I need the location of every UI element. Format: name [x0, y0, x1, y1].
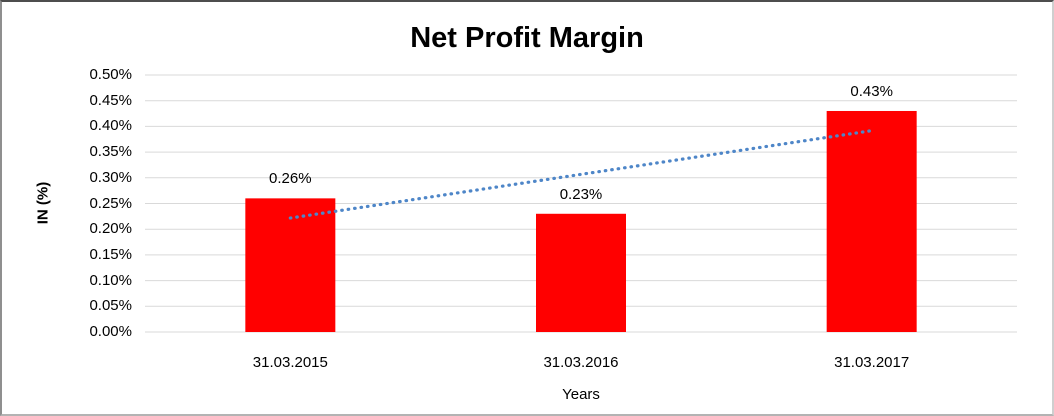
bar [536, 213, 626, 332]
y-tick-label: 0.00% [89, 323, 132, 340]
y-tick-label: 0.35% [89, 143, 132, 161]
y-tick-label: 0.10% [89, 271, 132, 289]
x-tick-label: 31.03.2016 [543, 354, 619, 371]
y-tick-label: 0.50% [89, 66, 132, 83]
bar [826, 110, 917, 332]
chart-title: Net Profit Margin [410, 22, 644, 54]
trendline [288, 129, 874, 220]
x-tick-label: 31.03.2015 [252, 354, 328, 371]
bar-value-label: 0.43% [850, 82, 893, 100]
y-tick-label: 0.30% [89, 168, 132, 186]
y-tick-label: 0.40% [89, 117, 132, 135]
bar-value-label: 0.26% [269, 170, 312, 188]
y-tick-label: 0.45% [89, 91, 132, 109]
y-tick-label: 0.15% [89, 245, 132, 263]
y-tick-label: 0.20% [89, 220, 132, 238]
y-tick-label: 0.05% [89, 297, 132, 315]
bar-value-label: 0.23% [559, 185, 603, 203]
x-axis-title: Years [562, 386, 600, 403]
y-tick-label: 0.25% [89, 194, 132, 212]
x-tick-label: 31.03.2017 [834, 354, 910, 371]
bar [245, 198, 336, 332]
